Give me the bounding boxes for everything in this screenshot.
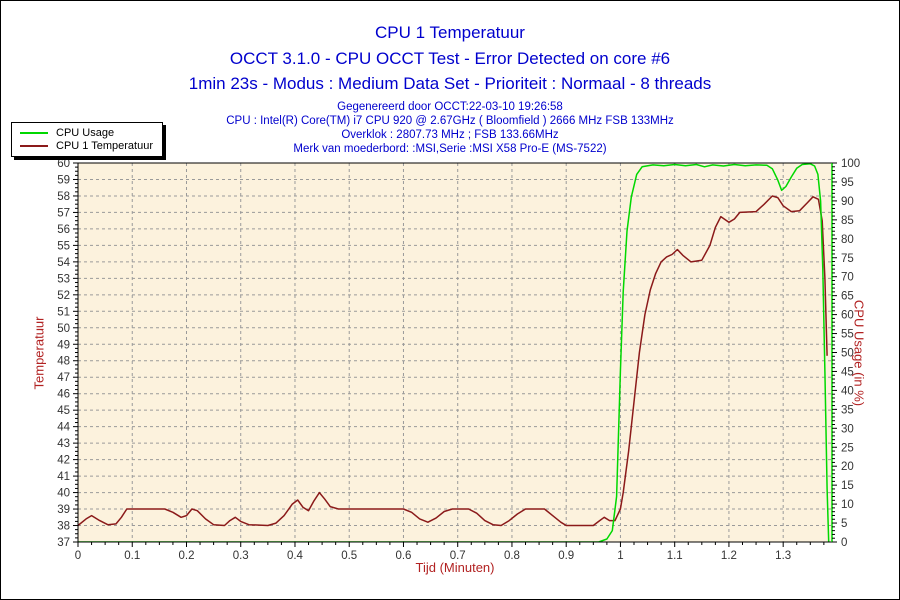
svg-text:0.5: 0.5 bbox=[341, 550, 357, 562]
svg-text:44: 44 bbox=[57, 422, 70, 434]
legend-swatch-cpu1-temp bbox=[20, 144, 48, 147]
svg-text:15: 15 bbox=[841, 480, 854, 492]
svg-text:51: 51 bbox=[57, 306, 70, 318]
svg-text:48: 48 bbox=[57, 356, 70, 368]
legend-label-cpu1-temp: CPU 1 Temperatuur bbox=[56, 139, 154, 152]
svg-text:1.3: 1.3 bbox=[775, 550, 791, 562]
svg-text:0.4: 0.4 bbox=[287, 550, 304, 562]
svg-text:10: 10 bbox=[841, 499, 854, 511]
svg-text:0.3: 0.3 bbox=[233, 550, 249, 562]
svg-text:55: 55 bbox=[841, 329, 854, 341]
legend-item-cpu1-temp: CPU 1 Temperatuur bbox=[20, 139, 153, 152]
info-cpu: CPU : Intel(R) Core(TM) i7 CPU 920 @ 2.6… bbox=[226, 115, 674, 127]
page-title: CPU 1 Temperatuur bbox=[375, 23, 525, 42]
svg-text:0.1: 0.1 bbox=[124, 550, 140, 562]
svg-text:0.6: 0.6 bbox=[395, 550, 411, 562]
svg-text:54: 54 bbox=[57, 257, 70, 269]
info-generated: Gegenereerd door OCCT:22-03-10 19:26:58 bbox=[337, 101, 563, 113]
svg-text:46: 46 bbox=[57, 389, 70, 401]
legend-item-cpu-usage: CPU Usage bbox=[20, 126, 153, 139]
svg-text:57: 57 bbox=[57, 207, 70, 219]
svg-text:30: 30 bbox=[841, 423, 854, 435]
svg-text:80: 80 bbox=[841, 234, 854, 246]
svg-text:75: 75 bbox=[841, 253, 854, 265]
svg-text:20: 20 bbox=[841, 461, 854, 473]
svg-text:0.7: 0.7 bbox=[450, 550, 466, 562]
svg-text:25: 25 bbox=[841, 442, 854, 454]
svg-text:38: 38 bbox=[57, 521, 70, 533]
info-overclock: Overklok : 2807.73 MHz ; FSB 133.66MHz bbox=[341, 129, 559, 141]
y-axis-title-left: Temperatuur bbox=[31, 316, 47, 390]
svg-text:85: 85 bbox=[841, 215, 854, 227]
svg-text:41: 41 bbox=[57, 471, 70, 483]
svg-text:55: 55 bbox=[57, 240, 70, 252]
svg-text:40: 40 bbox=[841, 385, 854, 397]
svg-text:42: 42 bbox=[57, 455, 70, 467]
svg-text:47: 47 bbox=[57, 372, 70, 384]
legend-swatch-cpu-usage bbox=[20, 131, 48, 134]
x-axis-title: Tijd (Minuten) bbox=[415, 560, 495, 575]
svg-text:39: 39 bbox=[57, 504, 70, 516]
subtitle-mode: 1min 23s - Modus : Medium Data Set - Pri… bbox=[188, 74, 712, 93]
svg-text:58: 58 bbox=[57, 191, 70, 203]
svg-text:95: 95 bbox=[841, 177, 854, 189]
legend-label-cpu-usage: CPU Usage bbox=[56, 126, 115, 139]
svg-text:90: 90 bbox=[841, 196, 854, 208]
svg-text:0: 0 bbox=[75, 550, 81, 562]
svg-text:5: 5 bbox=[841, 518, 847, 530]
svg-text:100: 100 bbox=[841, 158, 860, 170]
legend-box: CPU Usage CPU 1 Temperatuur bbox=[11, 122, 164, 157]
svg-text:1.2: 1.2 bbox=[721, 550, 737, 562]
svg-text:0.9: 0.9 bbox=[558, 550, 574, 562]
svg-text:0.8: 0.8 bbox=[504, 550, 520, 562]
subtitle-test: OCCT 3.1.0 - CPU OCCT Test - Error Detec… bbox=[229, 49, 671, 68]
svg-text:59: 59 bbox=[57, 174, 70, 186]
svg-text:1.1: 1.1 bbox=[667, 550, 683, 562]
svg-text:50: 50 bbox=[841, 348, 854, 360]
svg-text:65: 65 bbox=[841, 291, 854, 303]
svg-text:40: 40 bbox=[57, 488, 70, 500]
info-motherboard: Merk van moederbord: :MSI,Serie :MSI X58… bbox=[293, 143, 607, 155]
svg-text:49: 49 bbox=[57, 339, 70, 351]
svg-text:56: 56 bbox=[57, 224, 70, 236]
svg-text:1: 1 bbox=[617, 550, 623, 562]
svg-text:60: 60 bbox=[841, 310, 854, 322]
svg-text:0.2: 0.2 bbox=[178, 550, 194, 562]
svg-text:70: 70 bbox=[841, 272, 854, 284]
svg-text:52: 52 bbox=[57, 290, 70, 302]
svg-text:45: 45 bbox=[841, 366, 854, 378]
svg-text:53: 53 bbox=[57, 273, 70, 285]
svg-text:60: 60 bbox=[57, 158, 70, 170]
svg-text:37: 37 bbox=[57, 537, 70, 549]
svg-text:43: 43 bbox=[57, 438, 70, 450]
svg-text:45: 45 bbox=[57, 405, 70, 417]
svg-text:50: 50 bbox=[57, 323, 70, 335]
svg-text:0: 0 bbox=[841, 537, 847, 549]
y-axis-title-right: CPU Usage (in %) bbox=[851, 299, 867, 407]
svg-text:35: 35 bbox=[841, 404, 854, 416]
